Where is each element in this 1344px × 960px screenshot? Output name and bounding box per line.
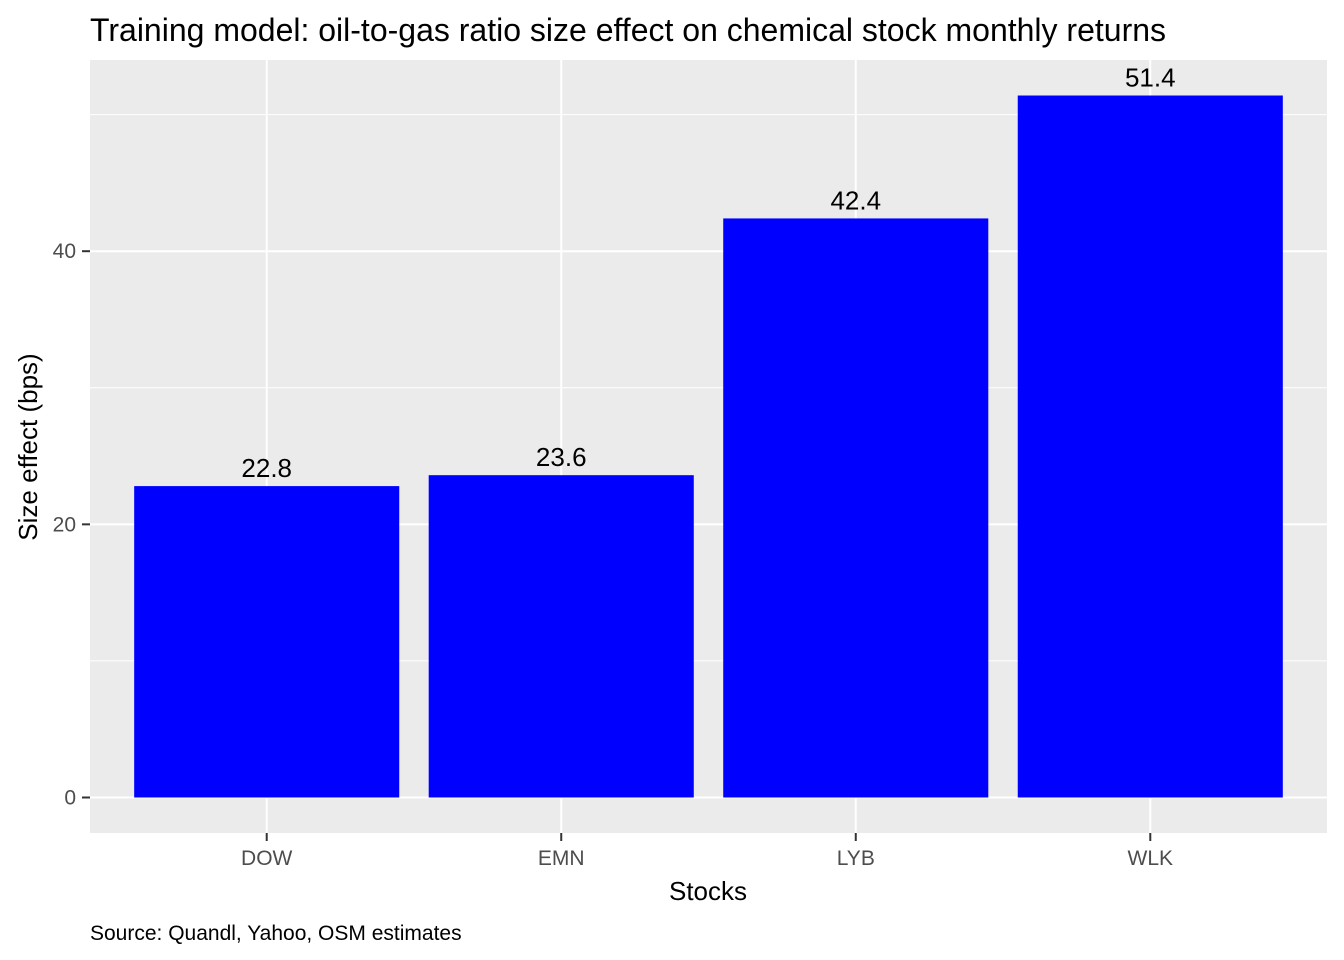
chart-title: Training model: oil-to-gas ratio size ef…	[90, 12, 1166, 48]
bar-emn	[428, 475, 694, 798]
bars	[134, 95, 1283, 798]
y-axis: 0 20 40	[53, 240, 90, 809]
y-axis-title: Size effect (bps)	[13, 353, 43, 540]
y-tick-label: 40	[53, 240, 76, 263]
y-tick-label: 20	[53, 513, 76, 536]
data-label-wlk: 51.4	[1125, 63, 1176, 93]
x-tick-label-emn: EMN	[538, 847, 585, 870]
data-label-emn: 23.6	[536, 442, 587, 472]
x-axis-title: Stocks	[669, 876, 747, 906]
data-label-lyb: 42.4	[830, 185, 881, 215]
bar-lyb	[723, 218, 989, 798]
data-labels: 22.8 23.6 42.4 51.4	[241, 63, 1175, 484]
source-caption: Source: Quandl, Yahoo, OSM estimates	[90, 922, 462, 945]
x-tick-label-lyb: LYB	[837, 847, 875, 870]
x-axis: DOW EMN LYB WLK	[241, 833, 1173, 870]
x-tick-label-wlk: WLK	[1128, 847, 1174, 870]
x-tick-label-dow: DOW	[241, 847, 293, 870]
data-label-dow: 22.8	[241, 453, 292, 483]
bar-dow	[134, 486, 400, 798]
bar-wlk	[1017, 95, 1283, 798]
y-tick-label: 0	[64, 786, 76, 809]
